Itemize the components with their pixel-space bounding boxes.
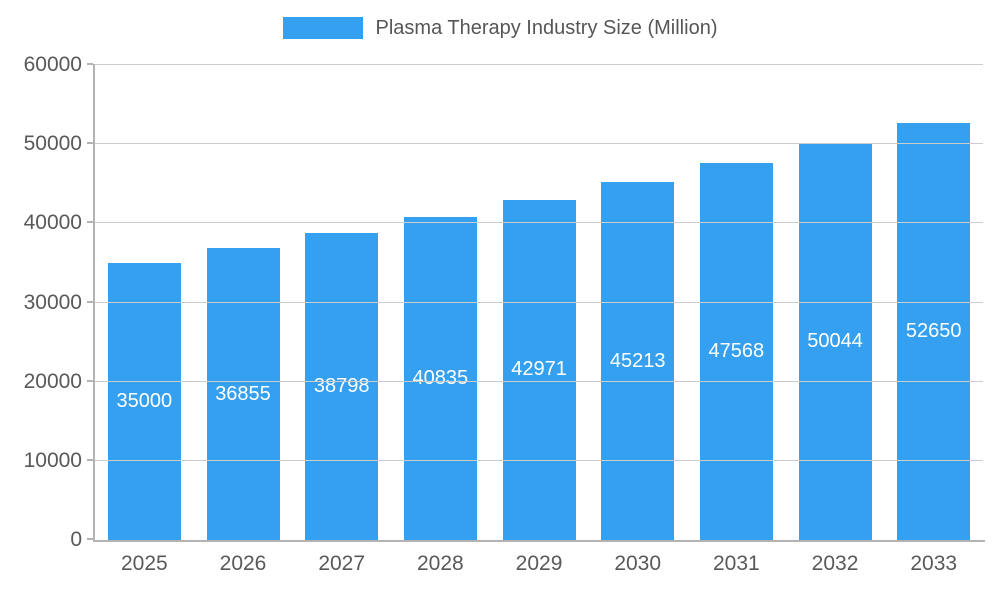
bar-2032: 50044 [798,143,872,540]
legend-swatch [282,17,363,39]
bar-value-label: 38798 [313,374,370,397]
gridline [95,143,983,145]
bar-2030: 45213 [601,182,675,540]
bar-slot-2029: 42971 [490,65,589,540]
bar-slot-2026: 36855 [194,65,293,540]
y-axis-line [93,64,95,542]
bar-slot-2028: 40835 [391,65,490,540]
gridline [95,301,983,303]
plot-area: 35000 36855 38798 40835 42971 45213 47568 50044… [87,63,983,540]
x-tick-label: 2026 [219,552,267,575]
bar-2027: 38798 [305,232,379,540]
y-axis-tick [87,379,93,382]
y-axis-tick [87,300,93,303]
bar-slot-2031: 47568 [687,65,786,540]
bar-2026: 36855 [206,248,280,540]
y-tick-label: 40000 [23,211,82,235]
y-tick-label: 50000 [23,132,82,156]
y-axis-tick [87,458,93,461]
y-tick-label: 60000 [23,53,82,76]
x-tick-label: 2028 [416,552,464,575]
gridline [95,380,983,382]
x-axis-line [93,540,985,542]
x-tick-label: 2027 [318,552,366,575]
bar-value-label: 42971 [511,358,567,381]
bar-value-label: 47568 [708,340,765,363]
x-tick-label: 2029 [515,552,563,575]
y-axis-labels: 0 10000 20000 30000 40000 50000 60000 [0,53,82,551]
bar-slot-2030: 45213 [588,65,687,540]
legend-label: Plasma Therapy Industry Size (Million) [375,16,718,39]
y-axis-tick [87,63,93,65]
bar-value-label: 52650 [905,320,962,343]
y-axis-tick [87,142,93,145]
gridline [95,222,983,224]
bar-value-label: 50044 [807,330,863,353]
y-tick-label: 10000 [23,448,82,472]
x-tick-label: 2032 [811,552,859,575]
bar-value-label: 45213 [609,349,666,372]
y-axis-tick [87,538,93,540]
bar-2029: 42971 [502,199,576,540]
x-tick-label: 2031 [713,552,760,575]
y-tick-label: 20000 [23,369,82,393]
y-tick-label: 0 [70,528,82,551]
x-tick-label: 2033 [910,552,958,575]
bar-slot-2025: 35000 [95,65,194,540]
y-tick-label: 30000 [23,290,82,314]
bar-value-label: 35000 [116,389,173,412]
gridline [95,459,983,461]
x-tick-label: 2025 [120,552,168,575]
x-axis-labels: 2025 2026 2027 2028 2029 2030 2031 2032 2033 [95,552,983,576]
bar-series: 35000 36855 38798 40835 42971 45213 47568 50044… [95,65,983,540]
bar-slot-2032: 50044 [786,65,885,540]
bar-slot-2033: 52650 [884,65,983,540]
bar-2033: 52650 [897,123,971,540]
bar-2031: 47568 [699,163,773,540]
chart-legend: Plasma Therapy Industry Size (Million) [0,14,1000,42]
x-tick-label: 2030 [614,552,662,575]
bar-2025: 35000 [107,262,181,540]
gridline [95,64,983,65]
bar-2028: 40835 [403,216,477,540]
bar-value-label: 36855 [215,382,271,405]
bar-value-label: 40835 [412,366,469,389]
bar-slot-2027: 38798 [292,65,391,540]
y-axis-tick [87,221,93,224]
